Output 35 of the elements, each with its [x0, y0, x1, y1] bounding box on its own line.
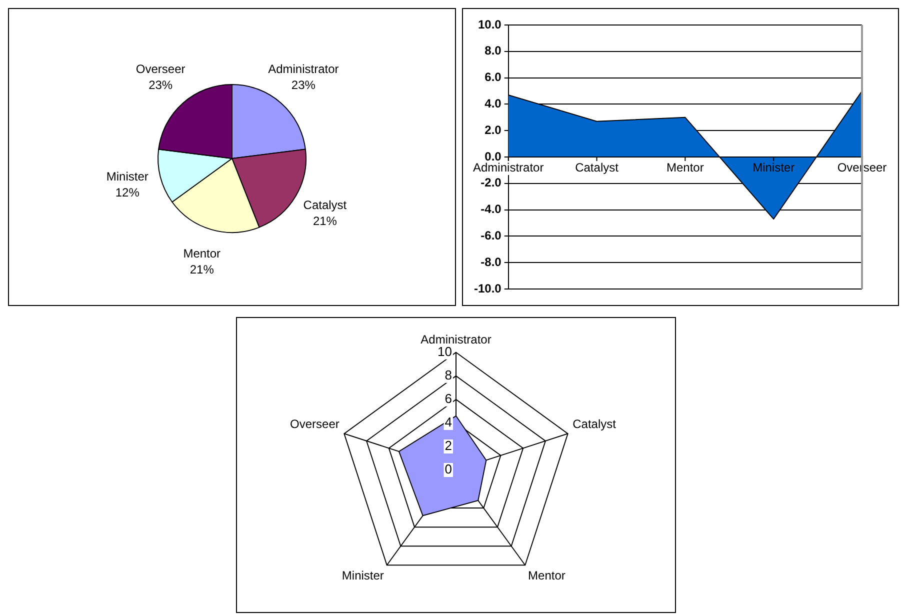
slice-label: Mentor: [183, 246, 221, 261]
y-tick-label: 6: [444, 391, 452, 406]
y-tick-label: -2.0: [480, 176, 502, 190]
y-tick-label: 2: [444, 438, 452, 454]
data-label: 23%: [291, 78, 316, 92]
y-tick-label: -6.0: [480, 228, 502, 243]
spoke-label: Catalyst: [572, 417, 617, 432]
spoke-label: Overseer: [290, 417, 340, 432]
x-tick-label: Overseer: [837, 160, 887, 174]
y-tick-label: 0: [444, 462, 452, 477]
x-tick-label: Minister: [752, 160, 795, 174]
data-label: 21%: [312, 214, 338, 228]
x-tick-label: Administrator: [473, 160, 544, 174]
spoke-label: Mentor: [528, 568, 566, 583]
slice-label: Catalyst: [303, 198, 348, 212]
spoke-label: Minister: [342, 568, 384, 583]
y-tick-label: 10.0: [478, 17, 502, 32]
x-tick-label: Catalyst: [575, 160, 620, 174]
x-tick-label: Mentor: [666, 160, 704, 174]
y-tick-label: 4.0: [484, 96, 502, 111]
data-label: 12%: [115, 186, 140, 200]
y-tick-label: -4.0: [480, 202, 502, 216]
y-tick-label: 2.0: [484, 122, 502, 137]
slice-label: Overseer: [136, 62, 186, 76]
y-tick-label: 4: [444, 414, 452, 430]
slice-label: Administrator: [268, 62, 339, 76]
y-tick-label: -10.0: [474, 281, 502, 296]
y-tick-label: 8: [444, 368, 452, 382]
y-tick-label: 10: [438, 344, 452, 359]
data-label: 21%: [190, 262, 214, 277]
data-label: 23%: [148, 78, 173, 92]
y-tick-label: -8.0: [480, 254, 502, 269]
y-tick-label: 6.0: [484, 70, 502, 84]
slice-label: Minister: [106, 170, 148, 184]
y-tick-label: 8.0: [484, 44, 502, 58]
